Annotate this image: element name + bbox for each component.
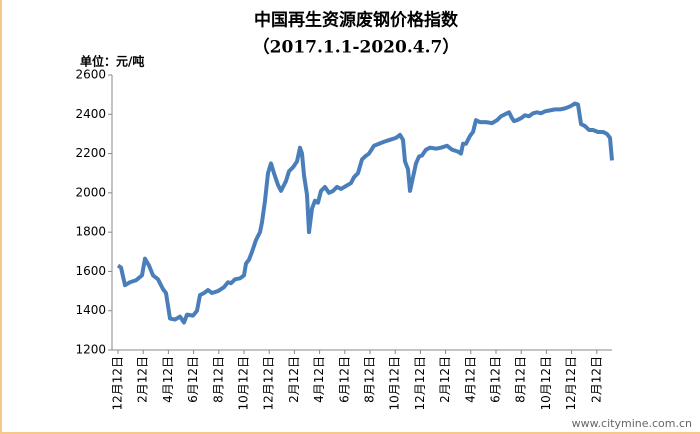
y-tick-label: 2400 [75, 107, 106, 121]
y-tick-label: 1200 [75, 343, 106, 357]
x-tick-label: 2月12日 [438, 356, 452, 403]
x-tick-label: 6月12日 [489, 356, 503, 403]
x-tick-label: 12月12日 [111, 356, 125, 411]
x-tick-label: 8月12日 [363, 356, 377, 403]
x-tick-label: 10月12日 [388, 356, 402, 411]
y-tick-label: 2200 [75, 146, 106, 160]
x-tick-label: 2月12日 [287, 356, 301, 403]
y-tick-label: 2000 [75, 185, 106, 199]
x-tick-label: 12月12日 [262, 356, 276, 411]
data-line [116, 101, 614, 325]
x-tick-label: 12月12日 [564, 356, 578, 411]
chart-subtitle: （2017.1.1-2020.4.7） [253, 37, 460, 58]
x-tick-label: 6月12日 [186, 356, 200, 403]
x-tick-label: 10月12日 [539, 356, 553, 411]
x-tick-label: 8月12日 [514, 356, 528, 403]
x-tick-label: 2月12日 [136, 356, 150, 403]
y-tick-label: 1400 [75, 303, 106, 317]
x-tick-label: 4月12日 [312, 356, 326, 403]
x-tick-label: 12月12日 [413, 356, 427, 411]
y-tick-label: 2600 [75, 68, 106, 82]
x-tick-label: 2月12日 [589, 356, 603, 403]
watermark: www.citymine.com.cn [572, 417, 692, 430]
x-tick-label: 6月12日 [337, 356, 351, 403]
y-axis-label: 单位：元/吨 [80, 54, 144, 69]
x-tick-label: 4月12日 [161, 356, 175, 403]
chart-title: 中国再生资源废钢价格指数 [254, 10, 459, 31]
x-tick-label: 8月12日 [211, 356, 225, 403]
x-tick-label: 10月12日 [237, 356, 251, 411]
x-tick-label: 4月12日 [463, 356, 477, 403]
y-tick-label: 1800 [75, 225, 106, 239]
y-tick-label: 1600 [75, 264, 106, 278]
